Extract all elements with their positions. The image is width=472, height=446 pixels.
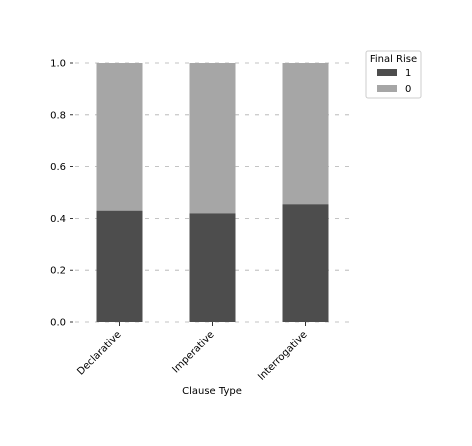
x-tick-label: Interrogative: [256, 329, 309, 382]
y-tick-label: 0.0: [50, 318, 66, 329]
bar-segment-interrogative-1: [282, 204, 329, 322]
legend-title: Final Rise: [370, 54, 417, 65]
axis-layer: 0.0 0.2 0.4 0.6 0.8 1.0 Declarative Imperative I…: [50, 59, 310, 383]
bar-layer: [96, 63, 329, 322]
y-tick-label: 0.2: [50, 266, 66, 277]
x-axis-label: Clause Type: [182, 386, 242, 397]
bar-segment-imperative-1: [189, 213, 236, 322]
y-tick-label: 0.4: [50, 214, 66, 225]
bar-segment-declarative-1: [96, 210, 143, 322]
legend-label-1: 1: [405, 68, 411, 79]
legend-label-0: 0: [405, 84, 411, 95]
bar-segment-declarative-0: [96, 63, 143, 211]
x-tick-label: Declarative: [75, 329, 123, 377]
bar-segment-imperative-0: [189, 63, 236, 214]
legend-swatch-0: [377, 85, 397, 92]
legend: Final Rise 1 0: [365, 50, 422, 99]
x-tick-label: Imperative: [171, 329, 217, 375]
legend-swatch-1: [377, 69, 397, 76]
y-tick-label: 0.6: [50, 162, 66, 173]
bar-segment-interrogative-0: [282, 63, 329, 205]
y-tick-label: 1.0: [50, 59, 66, 70]
y-tick-label: 0.8: [50, 110, 66, 121]
